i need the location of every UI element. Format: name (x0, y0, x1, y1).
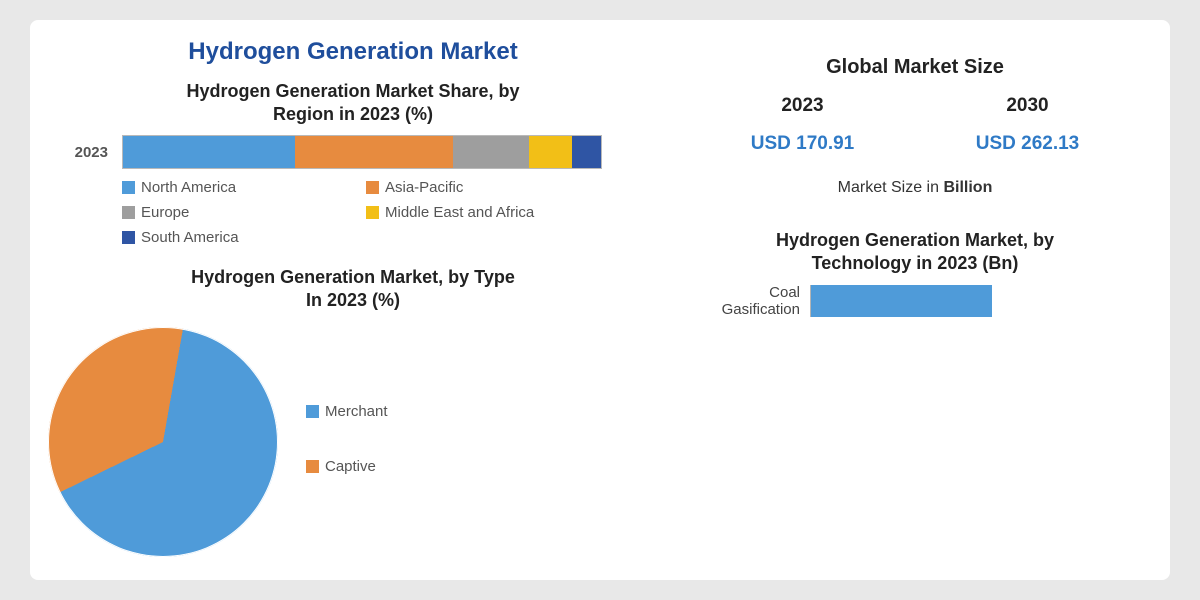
tech-chart-title: Hydrogen Generation Market, by Technolog… (690, 229, 1140, 274)
legend-label: Asia-Pacific (385, 179, 463, 196)
legend-item: Asia-Pacific (366, 179, 586, 196)
tech-title-line2: Technology in 2023 (Bn) (812, 253, 1019, 273)
region-seg-europe (453, 136, 529, 168)
type-pie-block: Merchant Captive (58, 321, 648, 557)
legend-swatch (122, 181, 135, 194)
market-size-note: Market Size in Billion (690, 179, 1140, 197)
legend-item: North America (122, 179, 342, 196)
main-title: Hydrogen Generation Market (58, 38, 648, 66)
type-pie (48, 327, 278, 557)
market-size-value-a: USD 170.91 (751, 133, 855, 155)
region-bar-ylabel: 2023 (58, 144, 108, 161)
legend-item: Europe (122, 204, 342, 221)
region-title-line1: Hydrogen Generation Market Share, by (186, 81, 519, 101)
region-seg-asia-pacific (295, 136, 453, 168)
region-title-line2: Region in 2023 (%) (273, 104, 433, 124)
left-column: Hydrogen Generation Market Hydrogen Gene… (58, 38, 648, 557)
legend-label: South America (141, 229, 239, 246)
market-size-row: 2023 USD 170.91 2030 USD 262.13 (690, 95, 1140, 155)
tech-row-label: Coal Gasification (690, 284, 800, 319)
legend-swatch (366, 206, 379, 219)
tech-title-line1: Hydrogen Generation Market, by (776, 230, 1054, 250)
tech-bar-track (810, 285, 1140, 317)
type-title-line2: In 2023 (%) (306, 290, 400, 310)
tech-bar-chart: Coal Gasification (690, 284, 1140, 319)
region-seg-middle-east-and-africa (529, 136, 572, 168)
region-seg-north-america (123, 136, 295, 168)
legend-label: Captive (325, 458, 376, 475)
region-legend: North America Asia-Pacific Europe Middle Ea… (58, 179, 648, 246)
market-size-title: Global Market Size (690, 56, 1140, 79)
market-size-value-b: USD 262.13 (976, 133, 1080, 155)
legend-swatch (122, 231, 135, 244)
legend-swatch (306, 460, 319, 473)
legend-label: Europe (141, 204, 189, 221)
legend-swatch (306, 405, 319, 418)
region-bar-track (122, 135, 602, 169)
market-size-year-b: 2030 (976, 95, 1080, 117)
region-stacked-bar: 2023 (58, 135, 648, 169)
legend-item: South America (122, 229, 342, 246)
infographic-card: Hydrogen Generation Market Hydrogen Gene… (30, 20, 1170, 580)
market-size-note-bold: Billion (943, 179, 992, 196)
legend-item: Middle East and Africa (366, 204, 586, 221)
market-size-year-a: 2023 (751, 95, 855, 117)
type-pie-legend: Merchant Captive (306, 403, 388, 475)
market-size-2023: 2023 USD 170.91 (751, 95, 855, 155)
market-size-note-prefix: Market Size in (838, 179, 944, 196)
region-seg-south-america (572, 136, 601, 168)
legend-label: North America (141, 179, 236, 196)
tech-bar (811, 285, 992, 317)
legend-swatch (122, 206, 135, 219)
legend-label: Merchant (325, 403, 388, 420)
type-chart-title: Hydrogen Generation Market, by Type In 2… (58, 266, 648, 311)
legend-item: Merchant (306, 403, 388, 420)
market-size-2030: 2030 USD 262.13 (976, 95, 1080, 155)
right-column: Global Market Size 2023 USD 170.91 2030 … (690, 38, 1140, 327)
region-chart-title: Hydrogen Generation Market Share, by Reg… (58, 80, 648, 125)
legend-item: Captive (306, 458, 388, 475)
type-title-line1: Hydrogen Generation Market, by Type (191, 267, 515, 287)
legend-swatch (366, 181, 379, 194)
tech-row: Coal Gasification (690, 284, 1140, 319)
legend-label: Middle East and Africa (385, 204, 534, 221)
